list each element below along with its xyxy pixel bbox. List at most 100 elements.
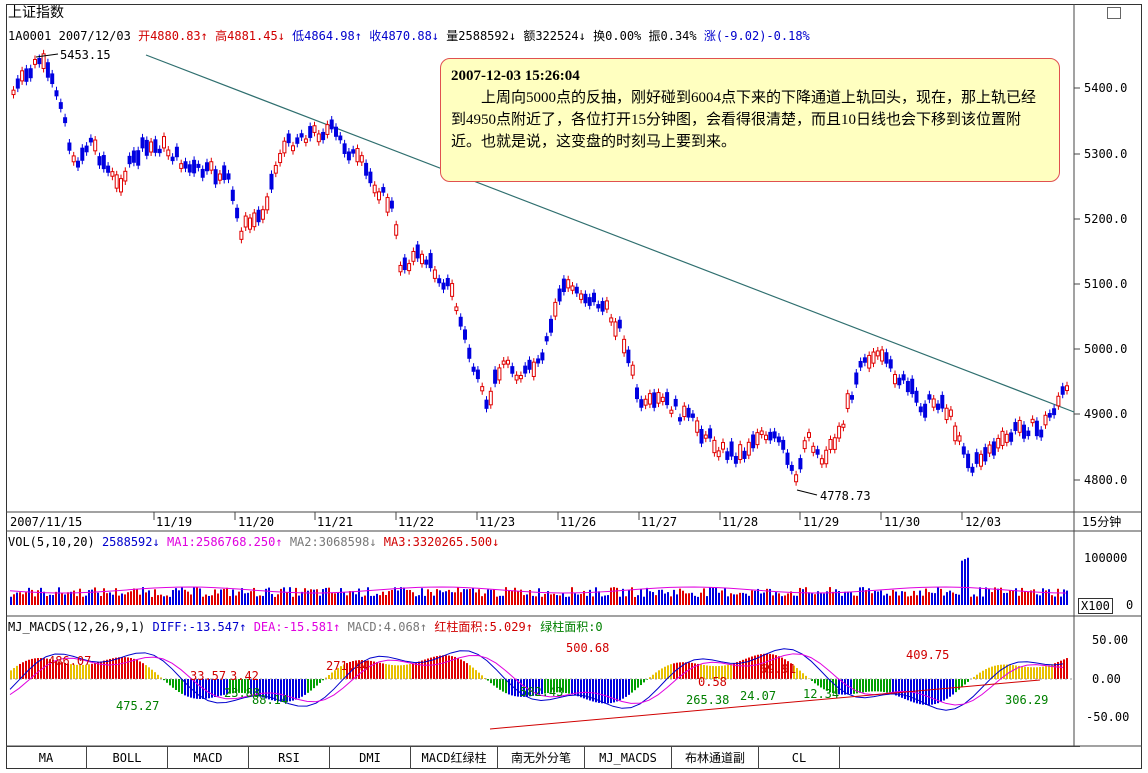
area-label: 306.29 bbox=[1005, 693, 1049, 707]
vol-header: VOL(5,10,20) 2588592↓ MA1:2586768.250↑ M… bbox=[8, 535, 499, 549]
ma2-arrow-icon: ↓ bbox=[369, 535, 377, 549]
macd-diff: DIFF:-13.547 bbox=[152, 620, 240, 634]
date-label: 11/26 bbox=[560, 515, 597, 529]
tab-mj-macds[interactable]: MJ_MACDS bbox=[585, 747, 672, 769]
date-label: 11/19 bbox=[156, 515, 193, 529]
green-area: 绿柱面积:0 bbox=[540, 620, 603, 634]
vol-ma2: MA2:3068598 bbox=[289, 535, 370, 549]
macd-dea: DEA:-15.581 bbox=[253, 620, 334, 634]
quote-date: 2007/12/03 bbox=[58, 29, 131, 43]
downtrend-line bbox=[145, 54, 1075, 413]
max-price-label: 5453.15 bbox=[60, 48, 111, 62]
price-tick: 5400.0 bbox=[1084, 81, 1128, 95]
chart-frame bbox=[6, 4, 1142, 769]
min-price-label: 4778.73 bbox=[820, 489, 871, 503]
area-label: 582.43 bbox=[520, 685, 564, 699]
red-arrow-icon: ↑ bbox=[525, 620, 533, 634]
note-timestamp: 2007-12-03 15:26:04 bbox=[451, 68, 580, 84]
area-label: 23.88 bbox=[224, 686, 261, 700]
area-label: 69.91 bbox=[760, 662, 797, 676]
low-price: 低4864.98 bbox=[292, 29, 355, 43]
indicator-tab-bar: MA BOLL MACD RSI DMI MACD红绿柱 南无外分笔 MJ_MA… bbox=[6, 746, 1080, 770]
area-label: 88.14 bbox=[252, 693, 289, 707]
dea-arrow-icon: ↑ bbox=[333, 620, 341, 634]
macd-tick: -50.00 bbox=[1086, 710, 1130, 724]
tab-rsi[interactable]: RSI bbox=[249, 747, 330, 769]
open-price: 开4880.83 bbox=[138, 29, 201, 43]
change: 涨(-9.02)-0.18% bbox=[703, 29, 810, 43]
amount-arrow-icon: ↓ bbox=[578, 29, 586, 43]
date-label: 11/28 bbox=[722, 515, 759, 529]
amount: 额322524 bbox=[523, 29, 579, 43]
price-tick: 4800.0 bbox=[1084, 473, 1128, 487]
date-label: 11/21 bbox=[317, 515, 354, 529]
tab-ma[interactable]: MA bbox=[6, 747, 87, 769]
volume-arrow-icon: ↓ bbox=[508, 29, 517, 43]
date-label: 11/20 bbox=[238, 515, 275, 529]
vol-label: VOL(5,10,20) bbox=[8, 535, 95, 549]
vol-ma3: MA3:3320265.500 bbox=[383, 535, 493, 549]
area-label: 12.34 bbox=[803, 687, 840, 701]
volume: 量2588592 bbox=[446, 29, 509, 43]
restore-icon[interactable] bbox=[1107, 7, 1121, 19]
period-selector[interactable]: 15分钟 bbox=[1082, 515, 1122, 529]
vol-value: 2588592 bbox=[101, 535, 153, 549]
macd-header: MJ_MACDS(12,26,9,1) DIFF:-13.547↑ DEA:-1… bbox=[8, 620, 603, 634]
date-label: 11/23 bbox=[479, 515, 516, 529]
area-label: 3.42 bbox=[230, 669, 259, 683]
tab-macd-redgreen[interactable]: MACD红绿柱 bbox=[411, 747, 498, 769]
macd-value: MACD:4.068 bbox=[347, 620, 420, 634]
high-arrow-icon: ↓ bbox=[277, 29, 285, 43]
tab-dmi[interactable]: DMI bbox=[330, 747, 411, 769]
vol-arrow-icon: ↓ bbox=[152, 535, 160, 549]
area-label: 265.38 bbox=[686, 693, 730, 707]
price-tick: 4900.0 bbox=[1084, 407, 1128, 421]
ma1-arrow-icon: ↑ bbox=[275, 535, 283, 549]
tab-macd[interactable]: MACD bbox=[168, 747, 249, 769]
open-arrow-icon: ↑ bbox=[200, 29, 208, 43]
price-tick: 5200.0 bbox=[1084, 212, 1128, 226]
high-price: 高4881.45 bbox=[215, 29, 278, 43]
date-label: 12/03 bbox=[965, 515, 1002, 529]
date-label: 2007/11/15 bbox=[10, 515, 83, 529]
turnover: 换0.00% bbox=[593, 29, 642, 43]
area-label: 409.75 bbox=[906, 648, 950, 662]
area-label: 0.58 bbox=[698, 675, 727, 689]
date-label: 11/30 bbox=[884, 515, 921, 529]
vol-axis-bottom: 0 bbox=[1126, 598, 1134, 612]
date-label: 11/22 bbox=[398, 515, 435, 529]
window-title: 上证指数 bbox=[8, 5, 64, 21]
tab-boll-channel[interactable]: 布林通道副 bbox=[672, 747, 759, 769]
close-arrow-icon: ↓ bbox=[431, 29, 440, 43]
low-arrow-icon: ↑ bbox=[354, 29, 362, 43]
vol-axis-top: 100000 bbox=[1084, 551, 1128, 565]
red-area: 红柱面积:5.029 bbox=[434, 620, 526, 634]
tab-cl[interactable]: CL bbox=[759, 747, 840, 769]
macd-tick: 0.00 bbox=[1092, 672, 1121, 686]
close-price: 收4870.88 bbox=[369, 29, 432, 43]
stock-code: 1A0001 bbox=[8, 29, 52, 43]
date-label: 11/27 bbox=[641, 515, 678, 529]
area-label: 24.07 bbox=[740, 689, 777, 703]
macd-arrow-icon: ↑ bbox=[419, 620, 428, 634]
diff-arrow-icon: ↑ bbox=[239, 620, 247, 634]
price-tick: 5300.0 bbox=[1084, 147, 1128, 161]
ma3-arrow-icon: ↓ bbox=[492, 535, 500, 549]
note-body: 上周向5000点的反抽，刚好碰到6004点下来的下降通道上轨回头，现在，那上轨已… bbox=[451, 90, 1037, 150]
area-label: 33.57 bbox=[190, 669, 227, 683]
tab-namo-fenbi[interactable]: 南无外分笔 bbox=[498, 747, 585, 769]
area-label: 486.07 bbox=[48, 654, 92, 668]
date-label: 11/29 bbox=[803, 515, 840, 529]
area-label: 500.68 bbox=[566, 641, 610, 655]
quote-line: 1A0001 2007/12/03 开4880.83↑ 高4881.45↓ 低4… bbox=[8, 29, 810, 43]
volume-bars bbox=[10, 557, 1068, 605]
area-label: 475.27 bbox=[116, 699, 160, 713]
area-label: 271.44 bbox=[326, 659, 370, 673]
price-tick: 5100.0 bbox=[1084, 277, 1128, 291]
macd-label: MJ_MACDS(12,26,9,1) bbox=[8, 620, 146, 634]
amplitude: 振0.34% bbox=[648, 29, 697, 43]
vol-multiplier[interactable]: X100 bbox=[1078, 598, 1113, 614]
comment-note: 2007-12-03 15:26:04 上周向5000点的反抽，刚好碰到6004… bbox=[440, 58, 1060, 182]
tab-boll[interactable]: BOLL bbox=[87, 747, 168, 769]
macd-tick: 50.00 bbox=[1092, 633, 1129, 647]
